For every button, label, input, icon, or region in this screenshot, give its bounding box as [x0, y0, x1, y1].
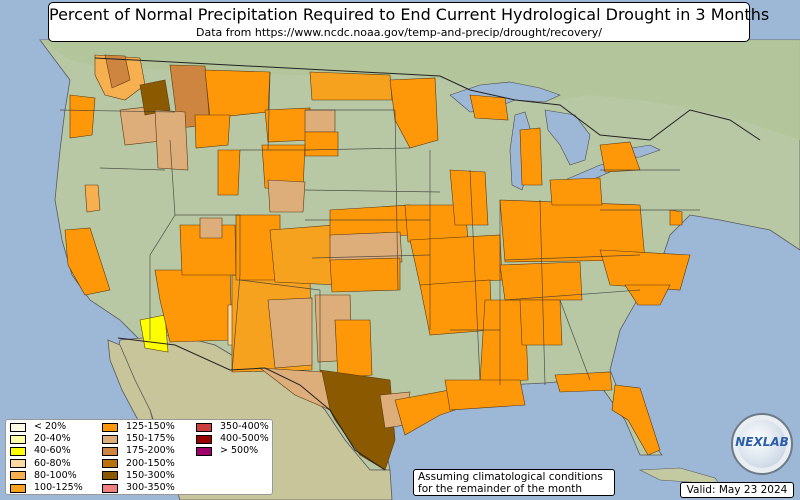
region-ks-west: [269, 224, 341, 286]
legend-label: 200-150%: [126, 457, 175, 469]
region-ca-small: [84, 184, 101, 213]
legend-item: 80-100%: [10, 470, 102, 482]
legend-label: 150-300%: [126, 469, 175, 481]
legend-swatch: [10, 434, 26, 444]
region-nv-tan: [199, 217, 223, 239]
legend-swatch: [10, 483, 26, 493]
region-ks: [329, 231, 403, 263]
drought-regions: [64, 54, 691, 471]
region-mo: [409, 234, 503, 286]
legend-swatch: [102, 446, 118, 456]
region-co-mid: [267, 179, 306, 213]
legend-item: < 20%: [10, 421, 102, 433]
legend-item: 150-300%: [102, 470, 196, 482]
legend-item: 100-125%: [10, 482, 102, 494]
region-in: [549, 177, 603, 206]
legend-swatch: [102, 434, 118, 444]
region-nd: [309, 71, 393, 101]
map-title: Percent of Normal Precipitation Required…: [49, 5, 770, 24]
nexlab-logo: NEXLAB: [731, 413, 793, 475]
legend-swatch: [102, 459, 118, 469]
legend-label: 300-350%: [126, 482, 175, 494]
legend-swatch: [10, 422, 26, 432]
legend-label: 350-400%: [220, 421, 269, 433]
legend-label: 80-100%: [34, 469, 77, 481]
legend-item: 125-150%: [102, 421, 196, 433]
legend-swatch: [10, 459, 26, 469]
region-id: [139, 79, 171, 116]
valid-date: Valid: May 23 2024: [680, 482, 794, 498]
note-line-1: Assuming climatological conditions: [418, 471, 603, 483]
legend-label: 125-150%: [126, 421, 175, 433]
legend-label: 150-175%: [126, 433, 175, 445]
region-wa-east: [104, 54, 131, 89]
region-ar: [419, 279, 493, 336]
region-sd2: [304, 109, 336, 133]
region-nc: [599, 249, 691, 291]
legend-label: 20-40%: [34, 433, 71, 445]
state-borders: [59, 71, 700, 386]
region-or: [69, 94, 96, 139]
globe-icon: [738, 420, 786, 468]
region-az-yellow: [139, 314, 169, 353]
legend-item: 150-175%: [102, 433, 196, 445]
legend-item: 175-200%: [102, 445, 196, 457]
legend-label: 100-125%: [34, 482, 83, 494]
region-id-south: [154, 109, 189, 171]
legend-swatch: [196, 434, 212, 444]
legend-label: 175-200%: [126, 445, 175, 457]
region-mi-up: [469, 94, 509, 121]
region-va: [669, 209, 683, 226]
legend-swatch: [102, 483, 118, 493]
region-fl: [611, 384, 661, 456]
region-mi: [519, 127, 543, 186]
legend-swatch: [10, 446, 26, 456]
legend: < 20% 20-40% 40-60% 60-80% 80-100% 100-125% 12…: [5, 419, 273, 495]
legend-item: 40-60%: [10, 445, 102, 457]
us-mexico-border: [117, 337, 386, 471]
us-canada-border: [94, 57, 761, 141]
legend-swatch: [10, 471, 26, 481]
region-ca: [64, 227, 111, 296]
region-al: [519, 299, 563, 346]
legend-item: 60-80%: [10, 458, 102, 470]
legend-label: < 20%: [34, 421, 67, 433]
region-la: [444, 379, 526, 411]
map-subtitle: Data from https://www.ncdc.noaa.gov/temp…: [196, 26, 602, 39]
title-box: Percent of Normal Precipitation Required…: [48, 2, 770, 42]
region-ok: [329, 257, 401, 293]
legend-item: 350-400%: [196, 421, 276, 433]
legend-swatch: [102, 471, 118, 481]
legend-label: 60-80%: [34, 457, 71, 469]
legend-swatch: [196, 446, 212, 456]
region-nm-tan: [267, 297, 313, 369]
legend-swatch: [196, 422, 212, 432]
region-mt: [204, 69, 271, 119]
legend-item: 400-500%: [196, 433, 276, 445]
region-wy-north: [194, 114, 231, 149]
legend-item: 20-40%: [10, 433, 102, 445]
legend-item: 300-350%: [102, 482, 196, 494]
legend-label: 40-60%: [34, 445, 71, 457]
legend-swatch: [102, 422, 118, 432]
region-tx-panhandle: [334, 319, 373, 379]
region-wy2: [217, 149, 241, 196]
assumption-note: Assuming climatological conditions for t…: [413, 469, 615, 496]
region-fl-panhandle: [554, 371, 613, 393]
legend-item: > 500%: [196, 445, 276, 457]
region-tn: [499, 261, 583, 301]
logo-text: NEXLAB: [735, 435, 789, 449]
region-sd3: [304, 131, 339, 157]
legend-label: > 500%: [220, 445, 259, 457]
region-il: [449, 169, 489, 226]
legend-label: 400-500%: [220, 433, 269, 445]
note-line-2: for the remainder of the month: [418, 483, 583, 495]
legend-item: 200-150%: [102, 458, 196, 470]
region-mn: [389, 77, 439, 149]
